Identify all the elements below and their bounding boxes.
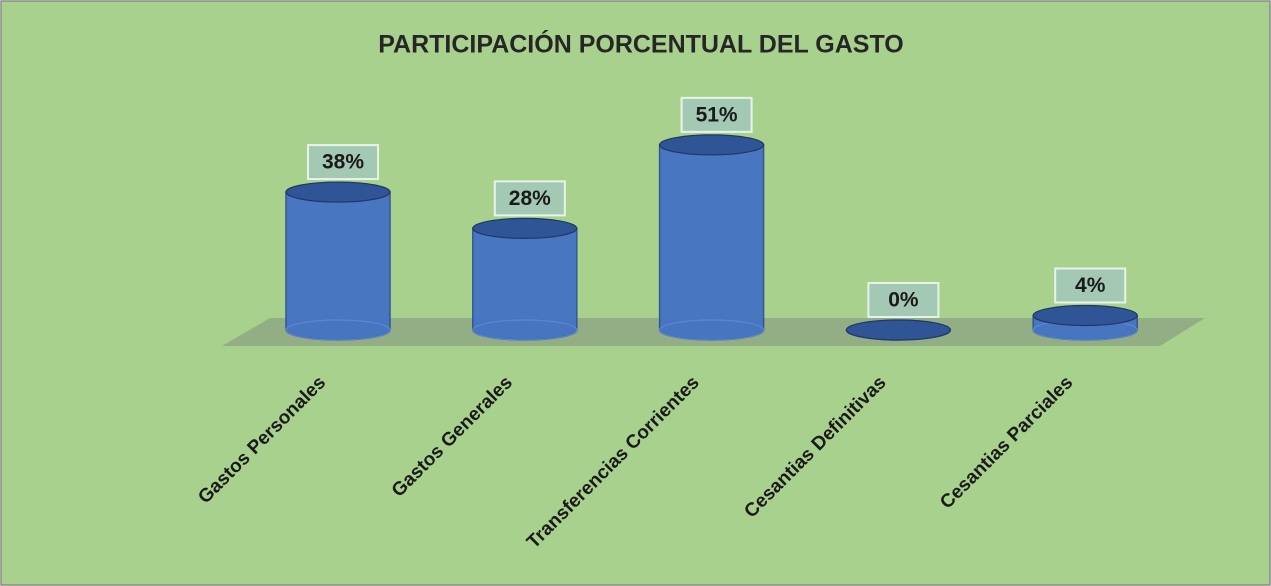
value-label-box [493,180,566,217]
cylinder-base-rim [285,319,391,341]
value-label: 0% [888,289,919,312]
value-label: 38% [322,151,364,174]
value-label-box [1054,267,1127,304]
value-label: 51% [696,103,738,126]
value-label-box [307,144,379,181]
cylinder-base-rim [472,319,578,341]
cylinder-top [845,319,952,341]
value-label-box [867,282,940,318]
cylinder [285,191,391,341]
value-label: 4% [1075,274,1106,297]
cylinder-top [1032,304,1138,327]
cylinder [658,144,765,341]
cylinder-base-rim [658,319,765,341]
value-label: 28% [509,187,551,210]
cylinder-top [285,181,391,203]
value-label-box [680,96,753,133]
cylinder-top [658,134,765,156]
cylinder-top [472,217,578,239]
chart-title: PARTICIPACIÓN PORCENTUAL DEL GASTO [378,29,904,59]
